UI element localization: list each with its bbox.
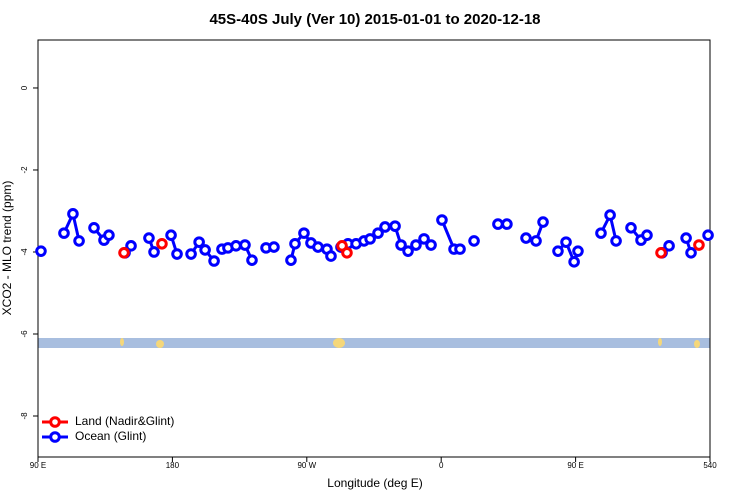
data-point [103, 229, 115, 241]
data-point [246, 254, 258, 266]
data-point [663, 240, 675, 252]
y-tick-label: -4 [20, 248, 29, 256]
data-point [702, 229, 714, 241]
data-point [604, 209, 616, 221]
data-point [364, 233, 376, 245]
data-point [35, 245, 47, 257]
data-point [501, 218, 513, 230]
data-point [285, 254, 297, 266]
legend-label: Ocean (Glint) [75, 429, 146, 443]
y-tick-label: -2 [20, 166, 29, 174]
y-tick-label: 0 [20, 85, 29, 90]
x-tick-label: 90 E [567, 461, 583, 470]
data-point [372, 227, 384, 239]
data-point [641, 229, 653, 241]
data-point [289, 237, 301, 250]
y-tick-label: -6 [20, 330, 29, 338]
data-point [685, 247, 697, 259]
data-point [395, 239, 407, 251]
data-point [610, 235, 622, 247]
data-point [468, 235, 480, 247]
x-tick-label: 0 [439, 461, 444, 470]
data-point [325, 250, 337, 262]
data-point [230, 240, 242, 252]
data-point [625, 221, 637, 234]
data-point [156, 237, 168, 250]
data-point [537, 216, 549, 228]
data-point [520, 232, 532, 244]
land-strip [38, 338, 710, 348]
data-point [125, 240, 137, 252]
y-tick-label: -8 [20, 412, 29, 420]
data-point [239, 239, 251, 251]
data-point [655, 247, 667, 259]
x-axis-label: Longitude (deg E) [327, 476, 422, 490]
data-point [73, 235, 85, 247]
data-point [418, 233, 430, 245]
data-point [268, 241, 280, 253]
legend-marker [49, 416, 61, 428]
data-point [67, 208, 79, 220]
data-point [143, 232, 155, 244]
data-point [436, 214, 448, 226]
data-point [171, 248, 183, 260]
data-point [88, 221, 100, 234]
data-point [402, 245, 414, 257]
chart-title: 45S-40S July (Ver 10) 2015-01-01 to 2020… [209, 11, 540, 28]
data-point [560, 236, 572, 248]
x-tick-label: 90 W [297, 461, 316, 470]
data-point [165, 229, 177, 241]
x-tick-label: 540 [703, 461, 717, 470]
data-point [58, 227, 70, 239]
data-point [185, 248, 197, 260]
data-point [193, 236, 205, 248]
data-point [454, 243, 466, 255]
x-tick-label: 180 [166, 461, 180, 470]
legend-marker [49, 431, 61, 443]
data-point [118, 247, 130, 259]
data-point [298, 227, 310, 239]
x-tick-label: 90 E [30, 461, 46, 470]
data-point [680, 232, 692, 244]
data-point [389, 220, 401, 232]
data-point [568, 256, 580, 268]
data-point [492, 218, 504, 230]
data-point [341, 247, 353, 259]
legend-label: Land (Nadir&Glint) [75, 414, 174, 428]
data-point [425, 239, 437, 251]
data-point [410, 239, 422, 251]
data-point [148, 246, 160, 258]
data-point [199, 244, 211, 256]
plot-frame [37, 39, 711, 458]
y-axis-label: XCO2 - MLO trend (ppm) [0, 181, 14, 316]
data-point [379, 221, 391, 233]
data-point [552, 245, 564, 257]
data-point [312, 241, 324, 253]
data-point [208, 255, 220, 267]
data-point [693, 239, 705, 251]
data-point [572, 245, 584, 257]
data-point [530, 235, 542, 247]
data-point [595, 227, 607, 239]
